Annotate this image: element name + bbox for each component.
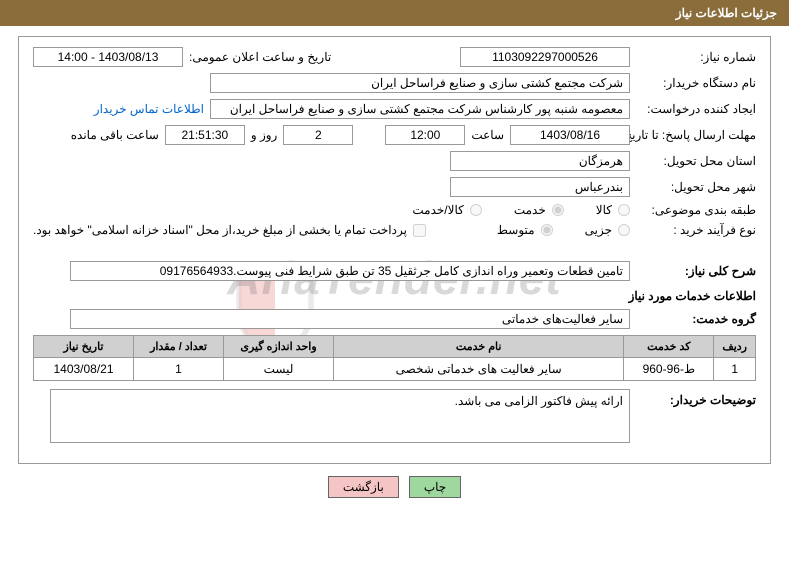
radio-both[interactable]: کالا/خدمت: [412, 203, 481, 217]
page-title-bar: جزئیات اطلاعات نیاز: [0, 0, 789, 26]
field-requester: معصومه شنبه پور کارشناس شرکت مجتمع کشتی …: [210, 99, 630, 119]
th-code: کد خدمت: [624, 336, 714, 358]
th-name: نام خدمت: [334, 336, 624, 358]
label-deadline: مهلت ارسال پاسخ: تا تاریخ:: [636, 128, 756, 142]
label-buyer-notes: توضیحات خریدار:: [636, 389, 756, 407]
field-deadline-time: 12:00: [385, 125, 465, 145]
label-days-and: روز و: [251, 128, 278, 142]
field-announce-datetime: 1403/08/13 - 14:00: [33, 47, 183, 67]
radio-kala[interactable]: کالا: [596, 203, 630, 217]
label-hour: ساعت: [471, 128, 504, 142]
field-remaining-time: 21:51:30: [165, 125, 245, 145]
field-buyer-notes: ارائه پیش فاکتور الزامی می باشد.: [50, 389, 630, 443]
radio-khedmat[interactable]: خدمت: [514, 203, 564, 217]
th-qty: تعداد / مقدار: [134, 336, 224, 358]
label-remaining: ساعت باقی مانده: [71, 128, 159, 142]
th-row: ردیف: [714, 336, 756, 358]
buyer-contact-link[interactable]: اطلاعات تماس خریدار: [94, 102, 204, 116]
label-announce-datetime: تاریخ و ساعت اعلان عمومی:: [189, 50, 331, 64]
field-remaining-days: 2: [283, 125, 353, 145]
field-service-group: سایر فعالیت‌های خدماتی: [70, 309, 630, 329]
payment-checkbox[interactable]: پرداخت تمام یا بخشی از مبلغ خرید،از محل …: [33, 223, 426, 237]
radio-medium[interactable]: متوسط: [497, 223, 553, 237]
services-table: ردیف کد خدمت نام خدمت واحد اندازه گیری ت…: [33, 335, 756, 381]
field-city: بندرعباس: [450, 177, 630, 197]
label-need-no: شماره نیاز:: [636, 50, 756, 64]
radio-partial[interactable]: جزیی: [585, 223, 630, 237]
field-deadline-date: 1403/08/16: [510, 125, 630, 145]
label-service-group: گروه خدمت:: [636, 312, 756, 326]
label-delivery-city: شهر محل تحویل:: [636, 180, 756, 194]
field-state: هرمزگان: [450, 151, 630, 171]
label-delivery-state: استان محل تحویل:: [636, 154, 756, 168]
label-buyer-org: نام دستگاه خریدار:: [636, 76, 756, 90]
services-subtitle: اطلاعات خدمات مورد نیاز: [33, 289, 756, 303]
label-desc: شرح کلی نیاز:: [636, 264, 756, 278]
field-need-no: 1103092297000526: [460, 47, 630, 67]
label-category: طبقه بندی موضوعی:: [636, 203, 756, 217]
print-button[interactable]: چاپ: [409, 476, 461, 498]
field-desc: تامین قطعات وتعمیر وراه اندازی کامل جرثق…: [70, 261, 630, 281]
main-panel: شماره نیاز: 1103092297000526 تاریخ و ساع…: [18, 36, 771, 464]
label-requester: ایجاد کننده درخواست:: [636, 102, 756, 116]
field-buyer-org: شرکت مجتمع کشتی سازی و صنایع فراساحل ایر…: [210, 73, 630, 93]
table-row: 1 ط-96-960 سایر فعالیت های خدماتی شخصی ل…: [34, 358, 756, 381]
label-buy-type: نوع فرآیند خرید :: [636, 223, 756, 237]
back-button[interactable]: بازگشت: [328, 476, 399, 498]
th-unit: واحد اندازه گیری: [224, 336, 334, 358]
th-date: تاریخ نیاز: [34, 336, 134, 358]
